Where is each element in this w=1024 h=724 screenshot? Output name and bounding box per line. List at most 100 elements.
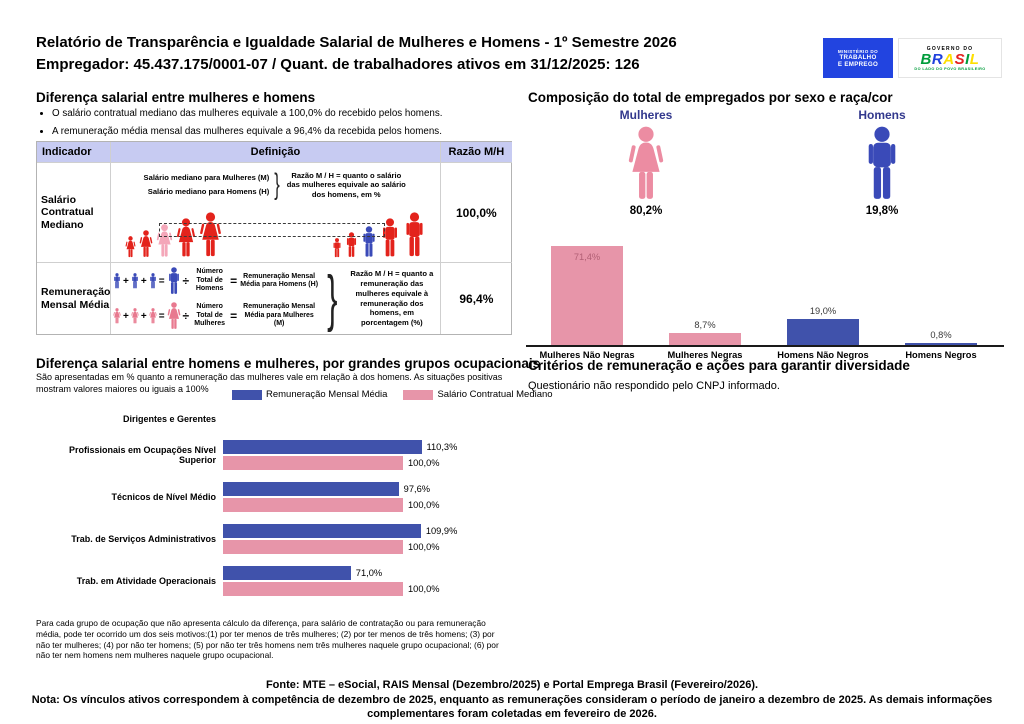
occupation-label: Dirigentes e Gerentes [122, 414, 216, 424]
plus-sign: + [140, 275, 147, 287]
occupation-bar [223, 456, 403, 471]
brasil-logo-tagline: DO LADO DO POVO BRASILEIRO [914, 66, 986, 71]
occupation-bar-value: 71,0% [355, 568, 383, 579]
occupation-bar-value: 100,0% [408, 584, 440, 595]
median-line-women: Salário mediano para Mulheres (M) [143, 173, 270, 182]
mte-logo-line3: E EMPREGO [837, 60, 879, 68]
ratio-median-salary: 100,0% [440, 163, 512, 263]
women-label: Mulheres [619, 108, 673, 122]
occupation-row: Trab. de Serviços Administrativos 109,9% 1… [36, 524, 514, 555]
legend-swatch [403, 389, 434, 400]
indicator-table: Indicador Definição Razão M/H Salário Co… [36, 141, 512, 335]
equals-sign: = [158, 310, 165, 322]
brasil-logo-top: GOVERNO DO [926, 45, 974, 52]
men-mean-formula: + + = ÷ Número Total de Homens = Remuner… [113, 267, 319, 295]
composition-category-label: Homens Negros [905, 350, 977, 360]
occupation-label: Técnicos de Nível Médio [111, 492, 216, 503]
composition-bar [905, 343, 977, 345]
woman-large-icon [167, 302, 181, 330]
divide-sign: ÷ [182, 309, 190, 323]
man-icon [863, 126, 901, 202]
occupations-subtitle: São apresentadas em % quanto a remuneraç… [36, 372, 503, 394]
brasil-logo-letter: S [954, 50, 966, 68]
woman-icon [131, 308, 139, 324]
legend-item: Salário Contratual Mediano [403, 389, 553, 400]
equals-sign: = [230, 274, 238, 288]
brasil-logo-letter: L [969, 50, 980, 68]
woman-icon [139, 230, 153, 258]
woman-icon [149, 308, 157, 324]
mte-logo-line1: MINISTÉRIO DO [837, 48, 879, 54]
man-large-icon [167, 267, 181, 295]
composition-bar-slot: 19,0% [764, 230, 882, 345]
definition-median-salary: Salário mediano para Mulheres (M) Salári… [111, 163, 441, 263]
report-subtitle: Empregador: 45.437.175/0001-07 / Quant. … [36, 56, 640, 73]
composition-bar-slot: 71,4% [528, 230, 646, 345]
occupation-label: Trab. de Serviços Administrativos [71, 534, 216, 545]
man-icon [332, 238, 342, 258]
composition-chart-categories: Mulheres Não Negras Mulheres Negras Homens… [528, 350, 1002, 360]
equals-sign: = [158, 275, 165, 287]
man-icon [149, 273, 157, 289]
occupation-row: Trab. em Atividade Operacionais 71,0% 100,… [36, 566, 514, 597]
brasil-logo-letter: B [920, 50, 932, 68]
indicator-mean-salary: Remuneração Mensal Média [37, 263, 111, 334]
occupation-bar-value: 109,9% [425, 526, 458, 537]
occupational-chart: Dirigentes e Gerentes Profissionais em Oc… [36, 414, 514, 608]
table-header-razao: Razão M/H [440, 142, 512, 163]
bullet-median-salary: O salário contratual mediano das mulhere… [52, 108, 502, 119]
composition-bar [669, 333, 741, 345]
occupation-label: Trab. em Atividade Operacionais [76, 576, 216, 587]
median-ratio-note: Razão M / H = quanto o salário das mulhe… [286, 170, 406, 199]
brace-icon: } [274, 168, 281, 201]
man-icon [403, 212, 426, 258]
plus-sign: + [123, 310, 129, 322]
occupation-bar-line: 100,0% [223, 456, 457, 471]
composition-bar-value: 8,7% [694, 320, 716, 330]
divide-sign: ÷ [182, 274, 190, 288]
occupation-bar [223, 582, 403, 597]
woman-icon [627, 126, 665, 202]
brasil-logo-wordmark: BRASIL [921, 52, 980, 67]
occupation-bar [223, 498, 403, 513]
man-icon [131, 273, 139, 289]
report-footer: Fonte: MTE – eSocial, RAIS Mensal (Dezem… [17, 678, 1007, 722]
men-label: Homens [858, 108, 906, 122]
brasil-logo-letter: A [943, 50, 955, 68]
composition-bar-value: 71,4% [573, 252, 601, 262]
brasil-logo-letter: R [931, 50, 944, 68]
brasil-logo-letter: I [965, 50, 970, 68]
occupation-bar-value: 100,0% [408, 458, 440, 469]
header-logos: MINISTÉRIO DO TRABALHO E EMPREGO GOVERNO… [823, 38, 1002, 78]
occupations-legend: Remuneração Mensal Média Salário Contratu… [232, 389, 553, 400]
composition-pictograms: Mulheres 80,2% Homens 19,8% [528, 108, 1000, 217]
occupation-row: Profissionais em Ocupações Nível Superio… [36, 440, 514, 471]
composition-bar-slot: 0,8% [882, 230, 1000, 345]
composition-bar-chart: 71,4% 8,7% 19,0% 0,8% [528, 230, 1002, 345]
occupation-bar-line: 100,0% [223, 582, 440, 597]
mte-logo: MINISTÉRIO DO TRABALHO E EMPREGO [823, 38, 893, 78]
ratio-mean-salary: 96,4% [459, 291, 494, 306]
section-title-composition: Composição do total de empregados por se… [528, 90, 893, 105]
occupation-bar-line: 109,9% [223, 524, 458, 539]
footer-note: Nota: Os vínculos ativos correspondem à … [31, 693, 993, 721]
occupations-footnote: Para cada grupo de ocupação que não apre… [36, 618, 499, 661]
equals-sign: = [230, 309, 238, 323]
definition-mean-salary: + + = ÷ Número Total de Homens = Remuner… [111, 263, 441, 334]
plus-sign: + [123, 275, 129, 287]
median-comparison-dashed-box [159, 223, 385, 237]
composition-bar-value: 19,0% [809, 306, 837, 316]
legend-label: Remuneração Mensal Média [266, 389, 388, 400]
men-pictogram-block: Homens 19,8% [764, 108, 1000, 217]
occupation-bar-line: 71,0% [223, 566, 440, 581]
median-pictogram [115, 206, 436, 258]
women-result-label: Remuneração Mensal Média para Mulheres (… [243, 303, 316, 328]
table-header-definicao: Definição [111, 142, 441, 163]
legend-item: Remuneração Mensal Média [232, 389, 387, 400]
occupation-label: Profissionais em Ocupações Nível Superio… [68, 445, 216, 466]
report-title: Relatório de Transparência e Igualdade S… [36, 34, 677, 51]
mte-logo-line2: TRABALHO [839, 53, 877, 61]
composition-bar [551, 246, 623, 345]
occupation-bar-line: 100,0% [223, 540, 457, 555]
